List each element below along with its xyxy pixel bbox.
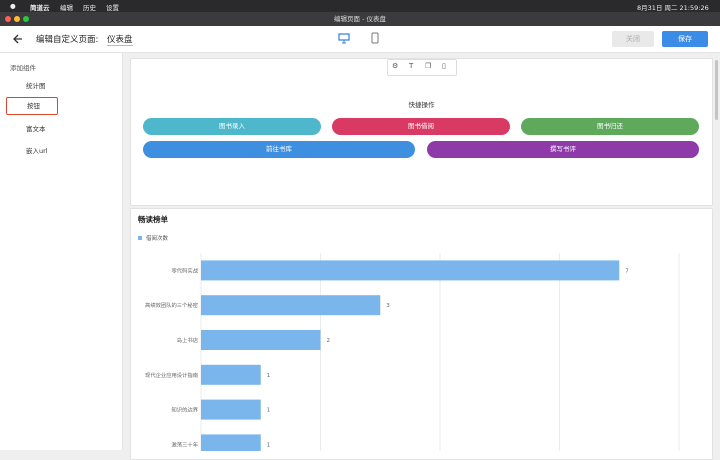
sidebar: 添加组件 统计图 按钮 富文本 嵌入url bbox=[0, 53, 123, 450]
y-tick-label: 零代码实战 bbox=[172, 266, 199, 274]
quick-action-button[interactable]: 前往书库 bbox=[143, 141, 415, 158]
app-header: 编辑自定义页面: 仪表盘 关闭 保存 bbox=[0, 26, 720, 53]
sidebar-item-label: 嵌入url bbox=[26, 147, 48, 155]
value-label: 2 bbox=[327, 338, 331, 344]
y-tick-label: 高绩效团队的三个秘密 bbox=[145, 301, 199, 309]
back-button[interactable] bbox=[12, 33, 24, 45]
sidebar-item[interactable]: 按钮 bbox=[6, 97, 58, 115]
window-title-bar: 编辑页面 - 仪表盘 bbox=[0, 12, 720, 26]
y-tick-label: 知识的边界 bbox=[172, 406, 199, 414]
button-label: 前往书库 bbox=[266, 145, 292, 153]
quick-actions-title: 快捷操作 bbox=[408, 101, 435, 109]
y-tick-label: 现代企业应用设计指南 bbox=[145, 371, 198, 379]
legend-swatch bbox=[138, 236, 142, 240]
clock: 8月31日 周二 21:59:26 bbox=[637, 4, 709, 12]
value-label: 1 bbox=[267, 408, 271, 414]
mobile-view[interactable] bbox=[370, 32, 380, 44]
copy-icon[interactable]: ❐ bbox=[425, 62, 432, 70]
bar bbox=[201, 260, 620, 281]
y-tick-label: 激荡三十年 bbox=[172, 440, 199, 448]
menu-item[interactable]: 编辑 bbox=[60, 4, 73, 12]
value-label: 3 bbox=[386, 303, 390, 309]
button-label: 图书归还 bbox=[597, 122, 623, 130]
delete-icon[interactable]: ▯ bbox=[442, 62, 446, 70]
page-name-input[interactable]: 仪表盘 bbox=[107, 35, 133, 46]
button-label: 图书录入 bbox=[219, 122, 245, 130]
button-label: 撰写书评 bbox=[550, 145, 576, 153]
chart-card: 畅读榜单 借阅次数零代码实战 7 高绩效团队的三个秘密 3 岛上书店 2 现代企业应用设计指… bbox=[130, 208, 713, 460]
menu-bar: ● 简道云 编辑 历史 设置 8月31日 周二 21:59:26 bbox=[0, 0, 720, 12]
menu-app: 简道云 bbox=[30, 4, 50, 12]
value-label: 1 bbox=[267, 373, 271, 379]
sidebar-item-label: 富文本 bbox=[26, 125, 46, 133]
sidebar-item[interactable]: 统计图 bbox=[6, 78, 56, 94]
y-tick-label: 岛上书店 bbox=[177, 336, 198, 344]
value-label: 7 bbox=[625, 268, 629, 274]
bar bbox=[201, 364, 261, 385]
bar bbox=[201, 330, 321, 350]
menu-item[interactable]: 设置 bbox=[106, 4, 119, 12]
settings-icon[interactable]: ⚙ bbox=[392, 62, 399, 70]
text-icon[interactable]: T bbox=[409, 62, 414, 70]
quick-action-button[interactable]: 图书借阅 bbox=[332, 118, 510, 135]
quick-actions-card: ⚙ T ❐ ▯ 快捷操作 图书录入 图书借阅 图书归还前往书库 撰写书评 bbox=[130, 58, 713, 206]
zoom-window[interactable] bbox=[23, 16, 29, 22]
scrollbar[interactable] bbox=[715, 60, 718, 120]
close-button[interactable]: 关闭 bbox=[612, 31, 654, 47]
sidebar-title: 添加组件 bbox=[10, 64, 36, 72]
sidebar-item-label: 按钮 bbox=[27, 102, 40, 110]
bar bbox=[201, 434, 261, 455]
value-label: 1 bbox=[267, 442, 271, 448]
menu-item[interactable]: 历史 bbox=[83, 4, 96, 12]
bar bbox=[201, 399, 261, 420]
card-toolbar: ⚙ T ❐ ▯ bbox=[387, 59, 457, 76]
window-title: 编辑页面 - 仪表盘 bbox=[334, 15, 386, 23]
quick-action-button[interactable]: 图书录入 bbox=[143, 118, 321, 135]
apple-icon: ● bbox=[10, 2, 16, 10]
chart-title: 畅读榜单 bbox=[138, 214, 168, 224]
header-title: 编辑自定义页面: bbox=[36, 35, 99, 45]
bar bbox=[201, 295, 381, 316]
save-button[interactable]: 保存 bbox=[662, 31, 708, 47]
desktop-view[interactable] bbox=[338, 32, 350, 44]
sidebar-item[interactable]: 嵌入url bbox=[6, 143, 56, 159]
quick-action-button[interactable]: 图书归还 bbox=[521, 118, 699, 135]
minimize-window[interactable] bbox=[14, 16, 20, 22]
close-window[interactable] bbox=[5, 16, 11, 22]
quick-action-button[interactable]: 撰写书评 bbox=[427, 141, 699, 158]
button-label: 图书借阅 bbox=[408, 122, 434, 130]
sidebar-item[interactable]: 富文本 bbox=[6, 121, 56, 137]
legend-label: 借阅次数 bbox=[146, 234, 169, 242]
sidebar-item-label: 统计图 bbox=[26, 82, 46, 90]
